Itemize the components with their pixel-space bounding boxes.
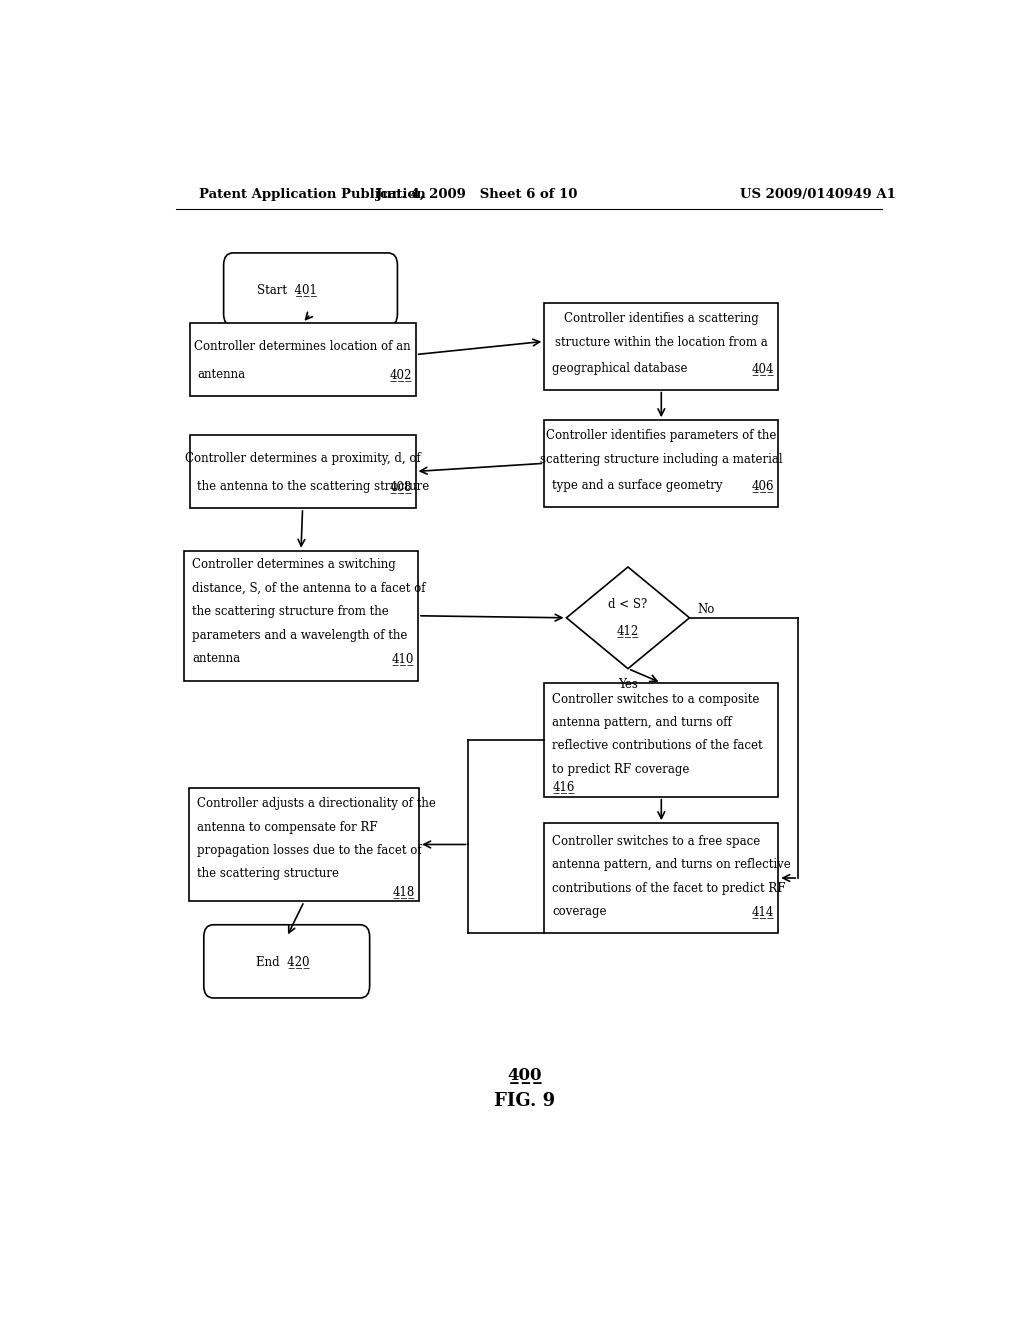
FancyBboxPatch shape xyxy=(204,925,370,998)
Bar xyxy=(184,550,418,681)
Text: distance, S, of the antenna to a facet of: distance, S, of the antenna to a facet o… xyxy=(191,582,425,595)
Text: 4̲1̲2̲: 4̲1̲2̲ xyxy=(616,624,639,638)
Bar xyxy=(544,682,778,797)
Bar xyxy=(544,304,778,389)
Text: the scattering structure from the: the scattering structure from the xyxy=(191,605,389,618)
Text: coverage: coverage xyxy=(552,906,606,917)
Text: 4̲0̲2̲: 4̲0̲2̲ xyxy=(389,368,412,381)
Text: antenna: antenna xyxy=(191,652,240,665)
Text: 4̲1̲6̲: 4̲1̲6̲ xyxy=(552,780,574,793)
Text: 4̲1̲0̲: 4̲1̲0̲ xyxy=(392,652,414,665)
Text: 4̲0̲6̲: 4̲0̲6̲ xyxy=(752,479,774,492)
Text: geographical database: geographical database xyxy=(552,362,688,375)
Text: reflective contributions of the facet: reflective contributions of the facet xyxy=(552,739,763,752)
Text: 4̲0̲8̲: 4̲0̲8̲ xyxy=(389,480,412,494)
Text: antenna to compensate for RF: antenna to compensate for RF xyxy=(197,821,378,834)
Text: Patent Application Publication: Patent Application Publication xyxy=(200,189,426,202)
Text: Controller determines a proximity, d, of: Controller determines a proximity, d, of xyxy=(184,451,421,465)
Text: d < S?: d < S? xyxy=(608,598,647,611)
Bar xyxy=(544,420,778,507)
Text: the antenna to the scattering structure: the antenna to the scattering structure xyxy=(198,480,430,494)
Text: US 2009/0140949 A1: US 2009/0140949 A1 xyxy=(740,189,896,202)
Bar xyxy=(189,788,419,902)
Text: Controller identifies a scattering: Controller identifies a scattering xyxy=(564,313,759,326)
Text: Start  4̲0̲1̲: Start 4̲0̲1̲ xyxy=(257,282,316,296)
Bar xyxy=(189,434,416,508)
Text: Controller determines a switching: Controller determines a switching xyxy=(191,558,395,572)
Bar xyxy=(189,323,416,396)
Text: Yes: Yes xyxy=(618,678,638,692)
Text: End  4̲2̲0̲: End 4̲2̲0̲ xyxy=(256,954,309,968)
Text: Controller determines location of an: Controller determines location of an xyxy=(195,341,411,352)
Text: scattering structure including a material: scattering structure including a materia… xyxy=(540,453,782,466)
Text: Controller switches to a composite: Controller switches to a composite xyxy=(552,693,760,706)
Text: Controller adjusts a directionality of the: Controller adjusts a directionality of t… xyxy=(197,797,436,810)
Text: Jun. 4, 2009   Sheet 6 of 10: Jun. 4, 2009 Sheet 6 of 10 xyxy=(377,189,578,202)
Text: Controller switches to a free space: Controller switches to a free space xyxy=(552,836,761,847)
Text: FIG. 9: FIG. 9 xyxy=(495,1092,555,1110)
Text: the scattering structure: the scattering structure xyxy=(197,867,339,880)
Text: Controller identifies parameters of the: Controller identifies parameters of the xyxy=(546,429,776,442)
Polygon shape xyxy=(566,568,689,669)
Bar xyxy=(544,824,778,933)
Text: type and a surface geometry: type and a surface geometry xyxy=(552,479,723,492)
Text: 4̲0̲4̲: 4̲0̲4̲ xyxy=(752,362,774,375)
Text: contributions of the facet to predict RF: contributions of the facet to predict RF xyxy=(552,882,785,895)
Text: to predict RF coverage: to predict RF coverage xyxy=(552,763,689,776)
FancyBboxPatch shape xyxy=(223,253,397,326)
Text: structure within the location from a: structure within the location from a xyxy=(555,335,768,348)
Text: 4̲1̲8̲: 4̲1̲8̲ xyxy=(393,884,416,898)
Text: No: No xyxy=(697,603,715,616)
Text: 4̲0̲0̲: 4̲0̲0̲ xyxy=(508,1067,542,1084)
Text: antenna pattern, and turns on reflective: antenna pattern, and turns on reflective xyxy=(552,858,791,871)
Text: 4̲1̲4̲: 4̲1̲4̲ xyxy=(752,906,774,917)
Text: parameters and a wavelength of the: parameters and a wavelength of the xyxy=(191,628,408,642)
Text: antenna pattern, and turns off: antenna pattern, and turns off xyxy=(552,715,732,729)
Text: propagation losses due to the facet of: propagation losses due to the facet of xyxy=(197,843,422,857)
Text: antenna: antenna xyxy=(198,368,246,381)
